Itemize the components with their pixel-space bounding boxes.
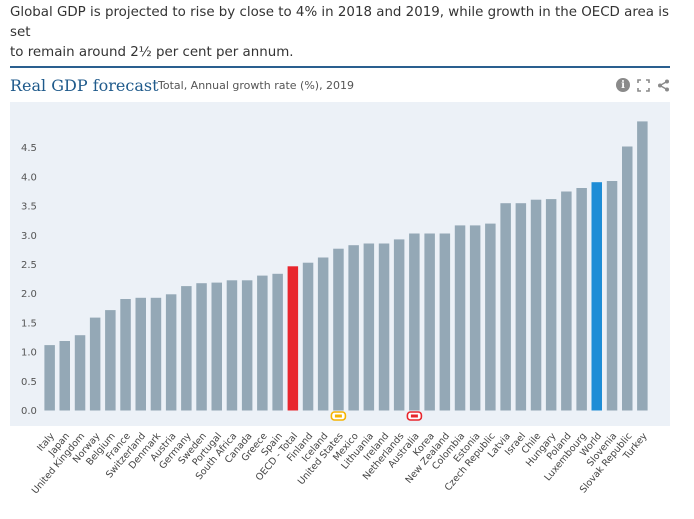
intro-text: Global GDP is projected to rise by close… [10,3,690,63]
bar [135,297,146,411]
y-tick-label: 0.0 [21,406,37,417]
bar [576,188,587,411]
y-tick-label: 0.5 [21,377,37,388]
bar [89,317,101,411]
bar [591,182,602,411]
bar [165,294,177,411]
y-tick-label: 3.5 [21,202,37,213]
bar [439,233,451,411]
bar [105,310,116,411]
bar [469,225,481,411]
intro-line-1: Global GDP is projected to rise by close… [10,5,669,40]
expand-icon[interactable] [636,78,650,92]
bar [530,199,542,411]
bar [485,223,496,411]
bar [393,239,405,411]
chart-header: Real GDP forecast Total, Annual growth r… [10,76,670,98]
bar [515,203,527,411]
bar [241,280,253,411]
bar [44,345,55,411]
bar [424,233,435,411]
bar [120,299,131,411]
y-tick-label: 4.0 [21,172,37,183]
bar [196,283,207,411]
header-rule [10,66,670,68]
bar [348,245,359,411]
y-tick-label: 2.0 [21,289,37,300]
bar [257,275,268,411]
chart-subtitle: Total, Annual growth rate (%), 2019 [158,79,355,92]
bar [622,146,633,411]
bar [74,335,86,411]
bar [272,273,283,411]
bar [454,225,466,411]
flag-marker-red-icon-fill [410,414,418,418]
bar [363,243,375,411]
bar [226,280,238,411]
chart-title: Real GDP forecast [10,76,159,95]
bar [500,203,511,411]
y-tick-label: 1.5 [21,318,37,329]
y-tick-label: 4.5 [21,143,37,154]
info-icon[interactable]: i [616,78,630,92]
y-tick-label: 3.0 [21,231,37,242]
share-icon[interactable] [656,78,670,92]
chart-toolbar: i [616,78,670,92]
bar [181,286,192,411]
bar [150,297,162,411]
bar [317,257,329,411]
bar [545,199,557,411]
bar [302,262,314,411]
y-tick-label: 1.0 [21,348,37,359]
bar [606,181,618,411]
bar [333,248,344,411]
bar [59,341,70,411]
bar [211,282,222,411]
bar [409,233,420,411]
flag-marker-yellow-icon-fill [334,414,342,418]
bar [378,243,390,411]
intro-line-2: to remain around 2½ per cent per annum. [10,45,294,60]
bar [637,121,648,411]
bar [287,266,299,411]
y-tick-label: 2.5 [21,260,37,271]
bar [561,191,572,411]
